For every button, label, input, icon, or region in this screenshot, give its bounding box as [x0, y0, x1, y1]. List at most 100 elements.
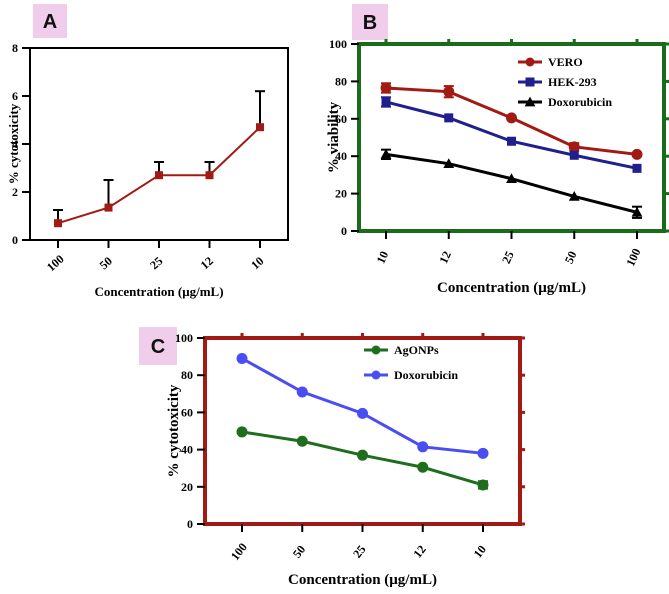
legend-marker	[525, 57, 535, 67]
data-point	[104, 203, 113, 212]
data-point	[236, 426, 248, 438]
x-tick-label: 25	[350, 542, 368, 560]
plot-frame	[29, 47, 289, 241]
y-tick-label: 80	[335, 74, 347, 88]
data-point	[357, 449, 368, 461]
chart-panel-a: A 0 2 4 6 8 100 50 25 12 10 Concentration (μg/mL) % …	[6, 4, 289, 299]
y-axis-title: % viability	[326, 101, 342, 173]
legend-label: HEK-293	[548, 75, 597, 89]
y-tick-label: 40	[335, 149, 347, 163]
data-point	[296, 386, 308, 398]
data-point	[155, 171, 163, 180]
series-hek-293	[381, 96, 642, 173]
chart-panel-b: B 0 20 40 60 80 100 10 12 25 50 100 Concentration (μ…	[326, 4, 669, 296]
y-tick-label: 100	[329, 37, 347, 51]
x-tick-label: 25	[499, 249, 517, 266]
x-tick-label: 10	[373, 249, 391, 266]
panel-badge	[33, 4, 67, 38]
data-point	[506, 173, 517, 183]
x-tick-label: 12	[198, 254, 216, 272]
legend: AgONPs Doxorubicin	[364, 343, 458, 382]
data-point	[477, 447, 489, 459]
legend-marker	[525, 77, 535, 87]
data-point	[417, 461, 429, 473]
y-tick-label: 0	[341, 224, 347, 238]
data-point	[357, 407, 368, 419]
data-point	[236, 352, 248, 364]
legend-label: Doxorubicin	[548, 95, 612, 109]
x-axis-title: Concentration (μg/mL)	[94, 284, 223, 299]
legend-label: Doxorubicin	[394, 368, 458, 382]
panel-label: B	[363, 12, 377, 34]
x-tick-label: 50	[562, 249, 580, 266]
data-point	[54, 219, 62, 228]
data-point	[444, 113, 454, 123]
data-point	[569, 150, 579, 160]
y-tick-label: 20	[335, 187, 347, 201]
data-point	[477, 479, 489, 491]
data-point	[568, 191, 580, 201]
data-point	[568, 141, 580, 153]
y-tick-label: 40	[181, 443, 193, 457]
x-axis-title: Concentration (μg/mL)	[288, 572, 437, 588]
y-tick-label: 8	[12, 41, 18, 55]
x-tick-label: 10	[471, 542, 489, 560]
data-point	[506, 112, 517, 124]
x-tick-label: 50	[97, 254, 115, 272]
data-point	[507, 136, 516, 146]
data-point	[443, 86, 455, 98]
x-tick-label: 100	[44, 252, 67, 274]
data-point	[631, 206, 643, 217]
series-line	[385, 100, 638, 170]
y-tick-label: 2	[12, 185, 18, 199]
y-tick-label: 6	[12, 89, 18, 103]
chart-panel-c: C 0 20 40 60 80 100 100 50 25 12 10 Concentration (μ…	[139, 327, 525, 588]
x-tick-label: 100	[228, 540, 250, 563]
series-line	[385, 152, 638, 214]
data-point	[631, 148, 643, 160]
x-tick-label: 10	[248, 254, 266, 272]
data-point	[380, 148, 392, 159]
legend-marker	[371, 370, 381, 380]
legend: VERO HEK-293 Doxorubicin	[518, 55, 612, 109]
series-doxorubicin	[380, 148, 643, 219]
data-point	[296, 435, 308, 447]
panel-label: A	[43, 11, 57, 33]
data-point	[205, 171, 214, 180]
y-axis-title: % cytotoxicity	[6, 103, 21, 184]
x-tick-label: 12	[436, 249, 454, 266]
data-point	[256, 123, 264, 132]
data-point	[380, 82, 392, 94]
series-agonps	[236, 426, 489, 491]
x-tick-label: 25	[147, 254, 165, 272]
y-tick-label: 20	[181, 480, 193, 494]
y-tick-label: 4	[12, 137, 18, 151]
series-cytotoxicity	[53, 90, 265, 228]
y-tick-label: 60	[335, 112, 347, 126]
x-tick-label: 12	[410, 542, 428, 560]
legend-marker	[371, 345, 381, 355]
data-point	[443, 158, 455, 168]
series-vero	[380, 82, 643, 160]
panel-label: C	[151, 336, 165, 358]
panel-badge	[352, 4, 388, 40]
x-tick-label: 50	[290, 542, 308, 560]
y-tick-label: 0	[12, 233, 18, 247]
y-tick-label: 100	[175, 331, 193, 345]
y-axis-title: % cytotoxicity	[166, 384, 182, 477]
legend-label: AgONPs	[394, 343, 439, 357]
data-point	[381, 97, 391, 107]
data-point	[417, 441, 429, 453]
legend-marker	[524, 96, 536, 107]
y-tick-label: 0	[187, 517, 193, 531]
x-axis-title: Concentration (μg/mL)	[437, 280, 586, 296]
series-doxorubicin	[236, 352, 489, 459]
legend-label: VERO	[548, 55, 583, 69]
plot-frame	[203, 336, 522, 526]
data-point	[632, 163, 642, 173]
x-tick-label: 100	[623, 246, 643, 268]
y-tick-label: 60	[181, 405, 193, 419]
y-tick-label: 80	[181, 368, 193, 382]
panel-badge	[139, 327, 177, 365]
